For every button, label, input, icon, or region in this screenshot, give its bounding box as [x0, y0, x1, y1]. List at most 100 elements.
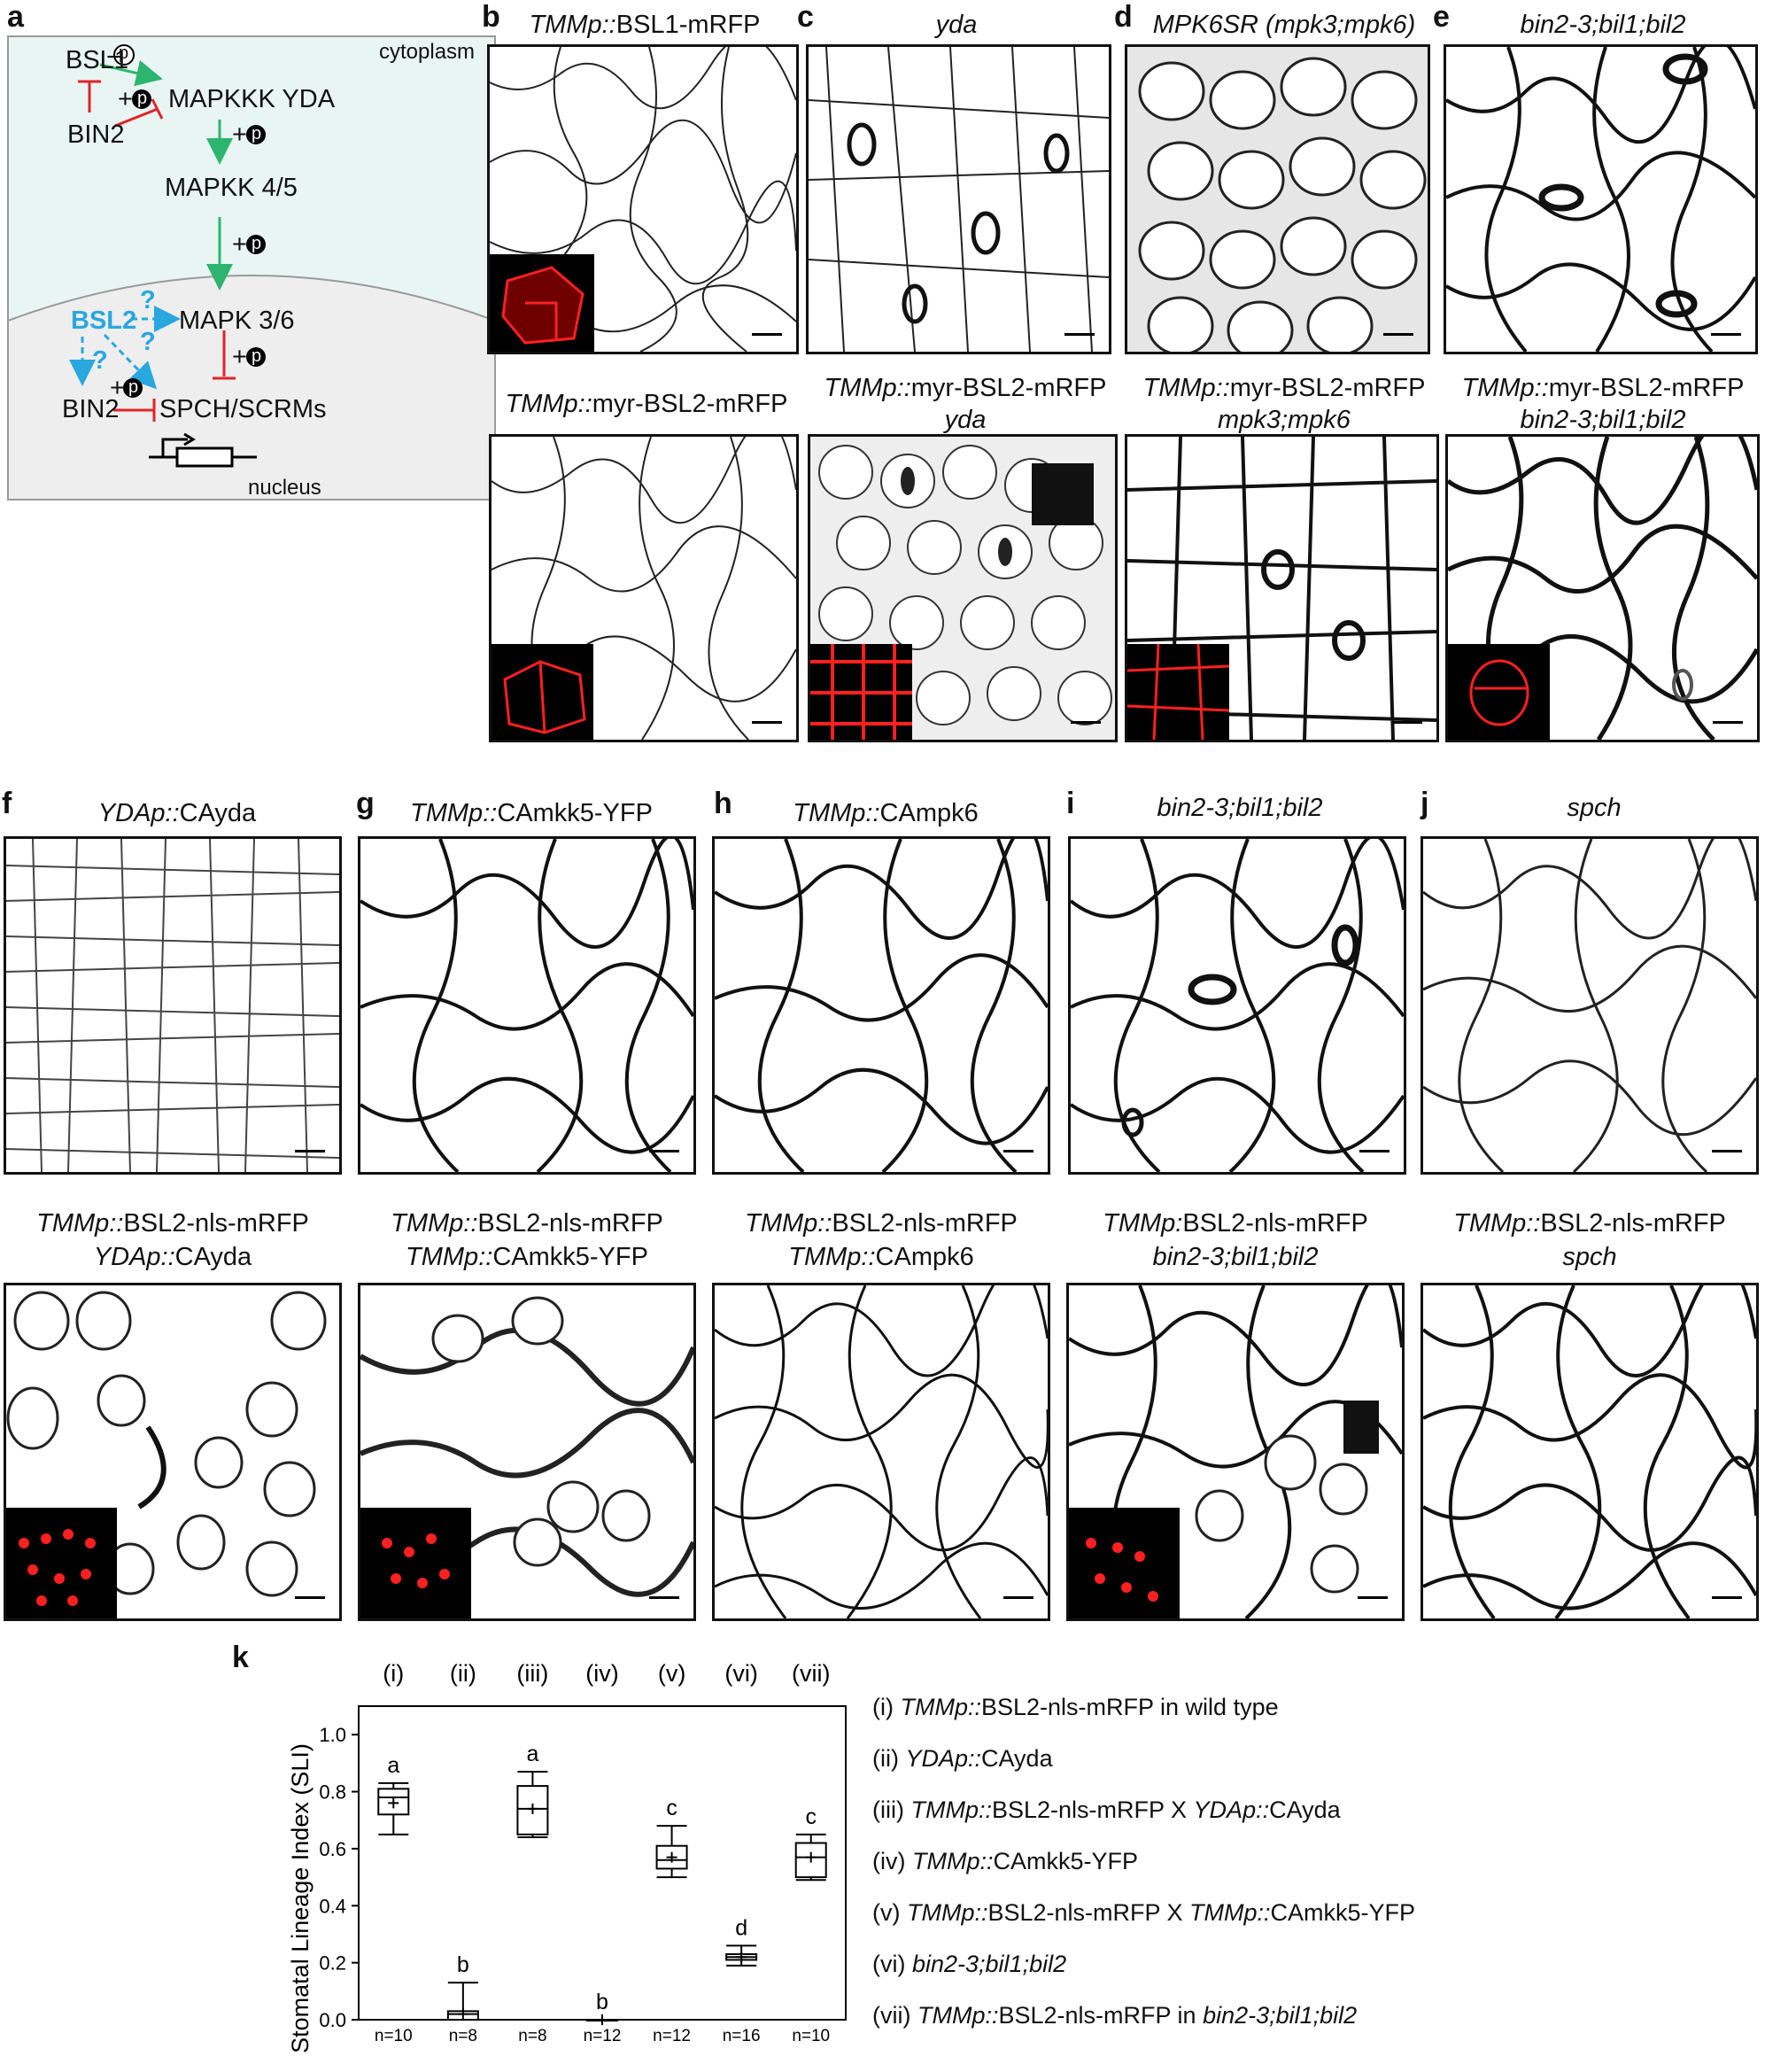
title-f2: TMMp::BSL2-nls-mRFP YDAp::CAyda: [36, 1209, 309, 1271]
n-label: n=12: [653, 2027, 691, 2045]
scale-bar-i1: [1359, 1150, 1390, 1152]
inset-e2: [1448, 644, 1550, 740]
cells-b1: [490, 47, 796, 352]
cells-g2: [360, 1296, 693, 1597]
promoter-arrow: [161, 438, 188, 457]
scale-bar-g1: [649, 1150, 679, 1152]
pathway-diagram-svg: [7, 35, 496, 501]
cells-i1: [1071, 839, 1404, 1172]
panel-label-f: f: [2, 787, 12, 820]
phospho-open-circle: [113, 44, 135, 66]
title-j2: TMMp::BSL2-nls-mRFP spch: [1453, 1209, 1726, 1271]
micrograph-c1: [806, 44, 1111, 354]
micrograph-d1: [1125, 44, 1430, 354]
cells-e2: [1448, 437, 1757, 740]
title-g2: TMMp::BSL2-nls-mRFP TMMp::CAmkk5-YFP: [391, 1209, 663, 1271]
inset-d2: [1127, 644, 1229, 740]
n-label: n=16: [723, 2027, 761, 2045]
p-open-label: p: [119, 43, 129, 63]
inset-g2: [360, 1508, 471, 1618]
question-mark-1: ?: [140, 286, 156, 314]
cells-h1: [715, 839, 1048, 1172]
category-label: (v): [658, 1660, 685, 1687]
n-label: n=12: [584, 2027, 622, 2045]
y-tick-label: 0.4: [319, 1895, 346, 1917]
phospho-circle-1: [132, 89, 151, 109]
scale-bar-j2: [1712, 1596, 1742, 1599]
scale-bar-e2: [1713, 721, 1743, 724]
scale-bar-c2: [1071, 721, 1101, 724]
box: [377, 1788, 410, 1816]
scale-bar-h2: [1003, 1596, 1033, 1599]
micrograph-i1: [1068, 836, 1406, 1175]
bin2-bottom-label: BIN2: [62, 395, 120, 423]
cells-h2: [715, 1285, 1048, 1618]
significance-letter: a: [387, 1753, 399, 1778]
p-label-3: p: [252, 234, 262, 253]
title-g1: TMMp::CAmkk5-YFP: [410, 799, 653, 827]
category-label: (vii): [792, 1660, 830, 1687]
nucleus-label: nucleus: [248, 476, 321, 500]
significance-letter: d: [735, 1915, 747, 1940]
cells-c2: [810, 437, 1115, 740]
question-mark-2: ?: [140, 328, 156, 356]
micrograph-e1: [1444, 44, 1758, 354]
micrograph-j1: [1421, 836, 1759, 1175]
p-label-1: p: [137, 89, 148, 108]
mean-marker: [597, 2014, 608, 2025]
inset-f2: [6, 1508, 117, 1618]
significance-letter: b: [457, 1952, 469, 1977]
cells-g1: [360, 839, 693, 1172]
bin2-inhibits-yda: [114, 107, 159, 128]
panel-label-e: e: [1433, 0, 1450, 34]
phospho-circle-2: [246, 125, 266, 144]
y-axis-label: Stomatal Lineage Index (SLI): [287, 1743, 314, 2053]
chart-legend: (i) TMMp::BSL2-nls-mRFP in wild type (ii)…: [872, 1694, 1758, 2066]
y-tick-label: 0.8: [319, 1781, 346, 1804]
y-tick-label: 0.0: [319, 2009, 346, 2031]
micrograph-b2: [489, 434, 799, 742]
title-j1: spch: [1567, 794, 1622, 822]
question-mark-3: ?: [92, 346, 108, 375]
scale-bar-i2: [1358, 1596, 1388, 1599]
panel-label-k: k: [232, 1641, 249, 1674]
title-d2: TMMp::myr-BSL2-mRFP mpk3;mpk6: [1142, 374, 1426, 434]
legend-item: (vi) bin2-3;bil1;bil2: [872, 1951, 1067, 1977]
cells-c1: [809, 47, 1109, 352]
micrograph-c2: [808, 434, 1118, 742]
title-c1: yda: [935, 11, 978, 39]
phospho-circle-3: [246, 235, 266, 254]
n-label: n=10: [792, 2027, 830, 2045]
mean-marker: [736, 1952, 747, 1963]
cells-f2: [6, 1291, 327, 1597]
bsl2-to-spch-arrow: [103, 333, 158, 390]
bsl1-label: BSL1: [66, 46, 128, 74]
cells-j1: [1423, 839, 1756, 1172]
bsl2-label: BSL2: [71, 307, 137, 335]
legend-item: (iii) TMMp::BSL2-nls-mRFP X YDAp::CAyda: [872, 1797, 1341, 1823]
micrograph-h1: [712, 836, 1050, 1175]
mean-marker: [805, 1851, 817, 1863]
scale-bar-f1: [295, 1150, 325, 1152]
title-i1: bin2-3;bil1;bil2: [1157, 794, 1323, 822]
p-label-5: p: [128, 377, 139, 397]
mpk-label: MAPK 3/6: [179, 307, 295, 335]
legend-item: (ii) YDAp::CAyda: [872, 1745, 1053, 1772]
category-label: (i): [383, 1660, 404, 1687]
micrograph-f2: [4, 1283, 342, 1621]
title-h1: TMMp::CAmpk6: [793, 799, 979, 827]
panel-label-h: h: [714, 787, 732, 820]
plus-sign-5: +: [110, 374, 125, 402]
legend-item: (iv) TMMp::CAmkk5-YFP: [872, 1848, 1139, 1874]
panel-label-g: g: [356, 787, 375, 820]
y-tick-label: 1.0: [319, 1724, 346, 1746]
micrograph-g1: [358, 836, 696, 1175]
scale-bar-g2: [649, 1596, 679, 1599]
cells-d2: [1127, 437, 1436, 740]
scale-bar-b2: [752, 721, 782, 724]
panel-label-i: i: [1066, 787, 1075, 820]
inset-c2: [810, 644, 912, 740]
yda-label: MAPKKK YDA: [168, 85, 336, 113]
cells-i2: [1069, 1285, 1402, 1618]
